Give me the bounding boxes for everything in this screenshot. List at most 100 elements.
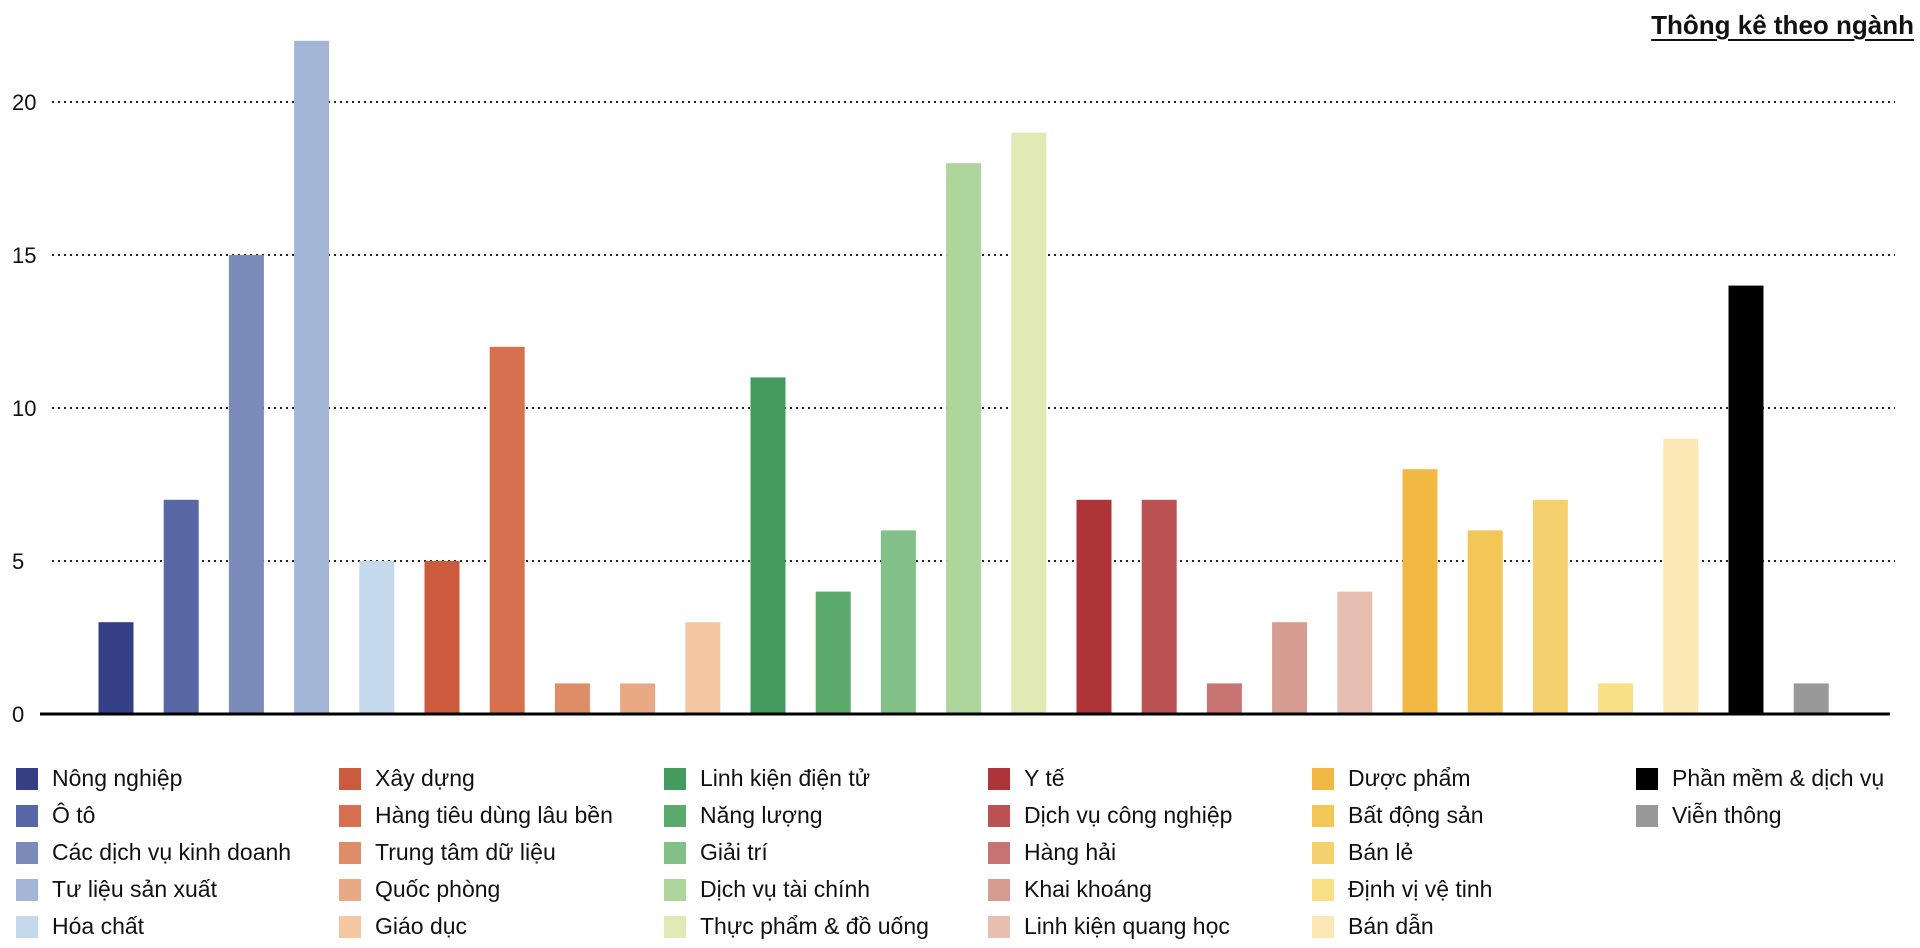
legend-label: Tư liệu sản xuất: [52, 876, 217, 902]
legend-label: Trung tâm dữ liệu: [375, 839, 556, 865]
legend-item: Thực phẩm & đồ uống: [664, 908, 929, 945]
legend-item: Viễn thông: [1636, 797, 1884, 834]
legend-swatch: [339, 767, 361, 790]
legend-item: Dịch vụ tài chính: [664, 871, 929, 908]
bar-10: [685, 622, 721, 714]
bar-12: [815, 591, 851, 714]
legend-item: Hàng tiêu dùng lâu bền: [339, 797, 613, 834]
legend-label: Dược phẩm: [1348, 765, 1471, 791]
bar-18: [1206, 683, 1242, 714]
legend-swatch: [16, 804, 38, 827]
legend-label: Năng lượng: [700, 802, 823, 828]
legend-item: Quốc phòng: [339, 871, 613, 908]
bar-1: [98, 622, 134, 714]
legend-swatch: [664, 767, 686, 790]
bar-22: [1467, 530, 1503, 714]
legend-swatch: [339, 841, 361, 864]
legend-swatch: [1312, 878, 1334, 901]
legend-swatch: [988, 878, 1010, 901]
legend-item: Phần mềm & dịch vụ: [1636, 760, 1884, 797]
bar-17: [1141, 499, 1177, 714]
legend-item: Dịch vụ công nghiệp: [988, 797, 1232, 834]
legend-label: Dịch vụ tài chính: [700, 876, 871, 902]
bar-13: [880, 530, 916, 714]
y-tick-label: 20: [12, 90, 36, 115]
y-tick-label: 5: [12, 549, 24, 574]
bar-4: [294, 40, 330, 715]
legend-label: Giải trí: [700, 839, 768, 865]
legend-item: Ô tô: [16, 797, 291, 834]
legend-item: Xây dựng: [339, 760, 613, 797]
legend-item: Giải trí: [664, 834, 929, 871]
bar-11: [750, 377, 786, 714]
legend-label: Dịch vụ công nghiệp: [1024, 802, 1233, 828]
legend-swatch: [339, 915, 361, 938]
legend-item: Tư liệu sản xuất: [16, 871, 291, 908]
legend-swatch: [16, 878, 38, 901]
y-tick-label: 15: [12, 243, 36, 268]
legend-swatch: [1312, 841, 1334, 864]
legend-item: Hàng hải: [988, 834, 1232, 871]
legend-item: Trung tâm dữ liệu: [339, 834, 613, 871]
legend-column: Phần mềm & dịch vụ Viễn thông: [1636, 760, 1884, 834]
chart-title: Thông kê theo ngành: [1651, 10, 1914, 40]
legend-label: Ô tô: [52, 802, 96, 828]
legend-label: Xây dựng: [375, 765, 475, 791]
bar-6: [424, 561, 460, 714]
legend-label: Hàng hải: [1024, 839, 1117, 865]
legend-swatch: [16, 915, 38, 938]
legend-swatch: [16, 841, 38, 864]
legend-swatch: [1312, 804, 1334, 827]
legend-label: Bất động sản: [1348, 802, 1484, 828]
legend-swatch: [988, 915, 1010, 938]
y-tick-label: 10: [12, 396, 36, 421]
legend: Nông nghiệp Ô tô Các dịch vụ kinh doanh Tư …: [16, 760, 1916, 945]
legend-swatch: [16, 767, 38, 790]
bar-2: [163, 499, 199, 714]
legend-label: Hóa chất: [52, 913, 145, 939]
legend-swatch: [664, 804, 686, 827]
legend-label: Quốc phòng: [375, 876, 501, 902]
bar-27: [1793, 683, 1829, 714]
bar-19: [1272, 622, 1308, 714]
bar-14: [946, 163, 982, 714]
bar-16: [1076, 499, 1112, 714]
bar-5: [359, 561, 395, 714]
bar-chart: 0 5 10 15 20: [12, 40, 1895, 727]
legend-item: Dược phẩm: [1312, 760, 1492, 797]
legend-label: Nông nghiệp: [52, 765, 183, 791]
legend-label: Thực phẩm & đồ uống: [700, 913, 929, 939]
bar-26: [1728, 285, 1764, 714]
bar-25: [1663, 438, 1699, 714]
legend-swatch: [339, 804, 361, 827]
legend-column: Dược phẩm Bất động sản Bán lẻ Định vị vệ ti…: [1312, 760, 1492, 945]
legend-swatch: [988, 804, 1010, 827]
legend-item: Bất động sản: [1312, 797, 1492, 834]
legend-item: Các dịch vụ kinh doanh: [16, 834, 291, 871]
legend-swatch: [664, 915, 686, 938]
legend-column: Nông nghiệp Ô tô Các dịch vụ kinh doanh Tư …: [16, 760, 291, 945]
bar-3: [228, 255, 264, 714]
bar-9: [620, 683, 656, 714]
legend-label: Hàng tiêu dùng lâu bền: [375, 802, 613, 828]
legend-item: Linh kiện quang học: [988, 908, 1232, 945]
legend-swatch: [664, 878, 686, 901]
legend-swatch: [1312, 915, 1334, 938]
legend-swatch: [988, 767, 1010, 790]
bar-21: [1402, 469, 1438, 714]
legend-swatch: [1636, 804, 1658, 827]
legend-label: Giáo dục: [375, 913, 468, 939]
legend-label: Linh kiện điện tử: [700, 765, 871, 791]
legend-item: Hóa chất: [16, 908, 291, 945]
legend-label: Phần mềm & dịch vụ: [1672, 765, 1885, 791]
legend-label: Viễn thông: [1672, 802, 1782, 828]
legend-item: Giáo dục: [339, 908, 613, 945]
legend-swatch: [1312, 767, 1334, 790]
legend-swatch: [664, 841, 686, 864]
legend-label: Y tế: [1024, 765, 1065, 791]
legend-item: Năng lượng: [664, 797, 929, 834]
legend-swatch: [988, 841, 1010, 864]
bar-24: [1598, 683, 1634, 714]
legend-item: Định vị vệ tinh: [1312, 871, 1492, 908]
bar-7: [489, 346, 525, 714]
